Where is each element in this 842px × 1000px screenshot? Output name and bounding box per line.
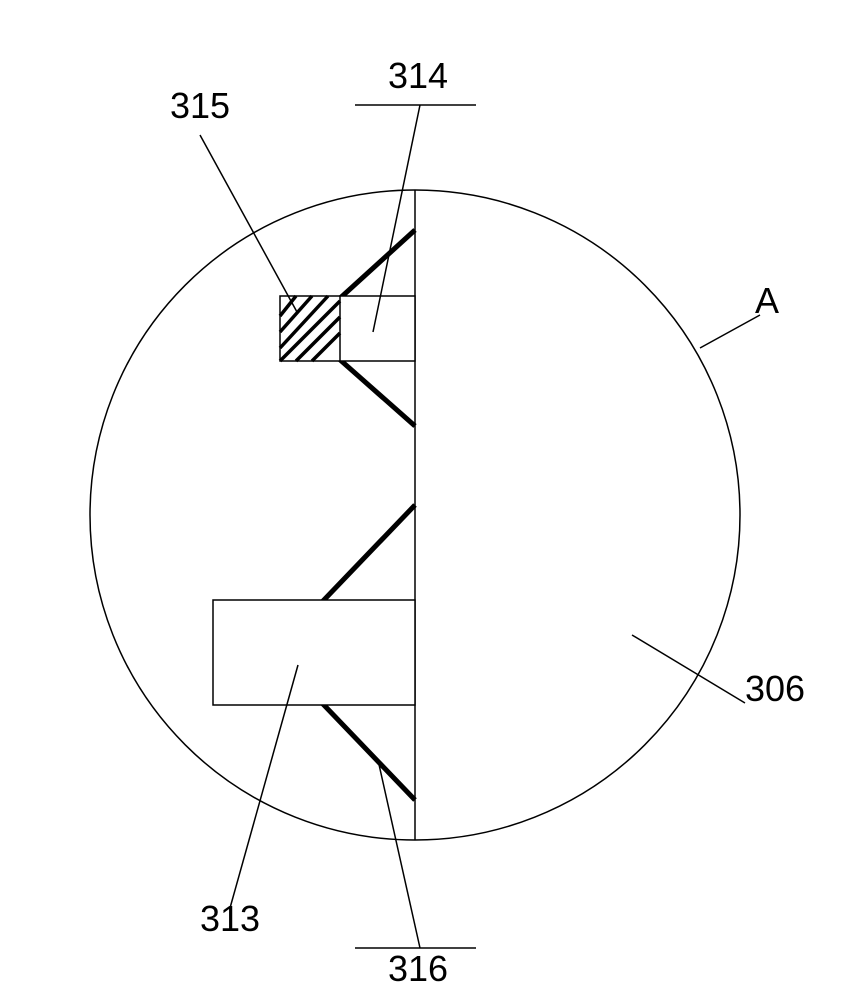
upper-fin-top xyxy=(338,230,415,300)
leader-306 xyxy=(632,635,745,703)
label-A: A xyxy=(755,280,779,322)
leader-316 xyxy=(378,760,420,948)
diagram-svg xyxy=(0,0,842,1000)
leader-315 xyxy=(200,135,297,312)
upper-fin-bottom xyxy=(338,358,415,426)
leader-A xyxy=(700,315,760,348)
label-315: 315 xyxy=(170,85,230,127)
lower-fin-top xyxy=(322,505,415,602)
label-314: 314 xyxy=(388,55,448,97)
lower-fin-bottom xyxy=(322,703,415,800)
label-313: 313 xyxy=(200,898,260,940)
label-316: 316 xyxy=(388,948,448,990)
label-306: 306 xyxy=(745,668,805,710)
lower-block xyxy=(213,600,415,705)
